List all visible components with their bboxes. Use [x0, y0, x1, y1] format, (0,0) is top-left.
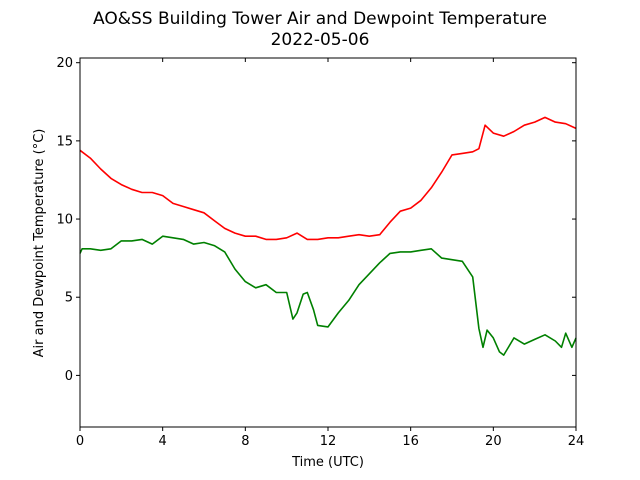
- x-axis-label: Time (UTC): [291, 455, 364, 470]
- x-tick-label: 8: [241, 434, 249, 449]
- x-tick-label: 0: [76, 434, 84, 449]
- plot-frame: [79, 57, 577, 428]
- y-tick-label: 20: [56, 56, 73, 71]
- x-tick-label: 12: [320, 434, 337, 449]
- y-axis-label: Air and Dewpoint Temperature (°C): [32, 129, 47, 358]
- x-tick-label: 16: [402, 434, 419, 449]
- x-tick-label: 20: [485, 434, 502, 449]
- x-tick-label: 24: [568, 434, 585, 449]
- axis-ticks: 0 4 8 12 16 20 24 0 5 10 15 20: [56, 56, 584, 449]
- y-tick-label: 5: [65, 291, 73, 306]
- series-line-1: [79, 116, 577, 241]
- y-tick-label: 15: [56, 134, 73, 149]
- chart-title: AO&SS Building Tower Air and Dewpoint Te…: [93, 9, 547, 29]
- series-line-2: [79, 235, 577, 356]
- y-tick-label: 10: [56, 213, 73, 228]
- x-tick-label: 4: [159, 434, 167, 449]
- plot-lines: [79, 116, 577, 356]
- chart-subtitle: 2022-05-06: [271, 30, 370, 50]
- y-tick-label: 0: [65, 369, 73, 384]
